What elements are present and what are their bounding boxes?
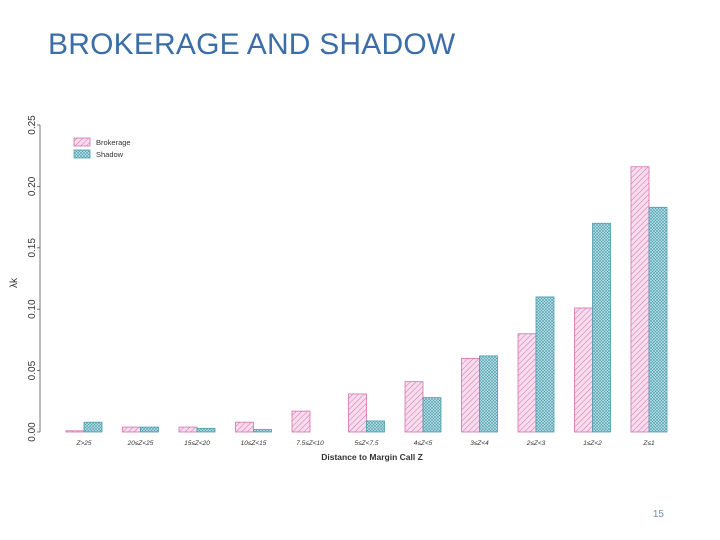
shadow-bar: [479, 355, 498, 433]
x-tick-label: 15≤Z<20: [184, 440, 210, 447]
shadow-bar: [648, 206, 668, 433]
slide-title: BROKERAGE AND SHADOW: [48, 28, 456, 61]
legend-label: Brokerage: [96, 138, 131, 147]
legend: Brokerage Shadow: [73, 137, 131, 159]
shadow-bar: [253, 429, 272, 433]
legend-swatch: [73, 149, 91, 159]
x-tick-label: 3≤Z<4: [470, 440, 489, 447]
brokerage-bar: [291, 410, 311, 433]
brokerage-bar: [630, 166, 650, 433]
brokerage-bar: [235, 421, 254, 433]
y-tick-label: 0.20: [27, 176, 38, 196]
bars-group: [65, 166, 668, 433]
brokerage-bar: [348, 393, 367, 433]
x-tick-label: 7.5≤Z<10: [296, 440, 324, 447]
brokerage-bar: [65, 430, 85, 433]
brokerage-bar: [574, 307, 593, 433]
shadow-bar: [366, 420, 385, 433]
y-axis: 0.00 0.05 0.10 0.15 0.20 0.25: [27, 115, 41, 442]
shadow-bar: [140, 426, 159, 433]
y-tick-label: 0.15: [27, 238, 38, 258]
brokerage-bar: [404, 381, 424, 433]
legend-label: Shadow: [96, 150, 124, 159]
x-tick-label: 2≤Z<3: [526, 440, 546, 447]
shadow-bar: [422, 397, 442, 433]
brokerage-bar: [517, 333, 537, 433]
brokerage-bar: [122, 426, 141, 433]
y-tick-label: 0.00: [27, 422, 38, 442]
y-tick-label: 0.05: [27, 360, 38, 380]
x-tick-label: Z>25: [76, 440, 92, 447]
x-tick-label: 20≤Z<25: [127, 440, 154, 447]
y-tick-label: 0.25: [27, 115, 38, 135]
x-tick-label: Z≤1: [642, 440, 655, 447]
y-tick-label: 0.10: [27, 299, 38, 319]
x-tick-label: 4≤Z<5: [414, 440, 433, 447]
x-tick-label: 5≤Z<7.5: [355, 440, 379, 447]
legend-swatch: [73, 137, 91, 147]
brokerage-bar: [178, 426, 198, 433]
shadow-bar: [592, 222, 611, 433]
x-tick-labels: Z>25 20≤Z<25 15≤Z<20 10≤Z<15 7.5≤Z<10 5≤Z<7.5…: [76, 440, 655, 447]
page-number: 15: [652, 509, 664, 520]
shadow-bar: [83, 421, 103, 433]
x-tick-label: 1≤Z<2: [583, 440, 602, 447]
x-tick-label: 10≤Z<15: [241, 440, 267, 447]
brokerage-bar: [461, 357, 480, 433]
y-axis-label: λk: [9, 277, 20, 288]
shadow-bar: [535, 296, 555, 433]
shadow-bar: [196, 427, 216, 433]
x-axis-label: Distance to Margin Call Z: [321, 452, 423, 462]
